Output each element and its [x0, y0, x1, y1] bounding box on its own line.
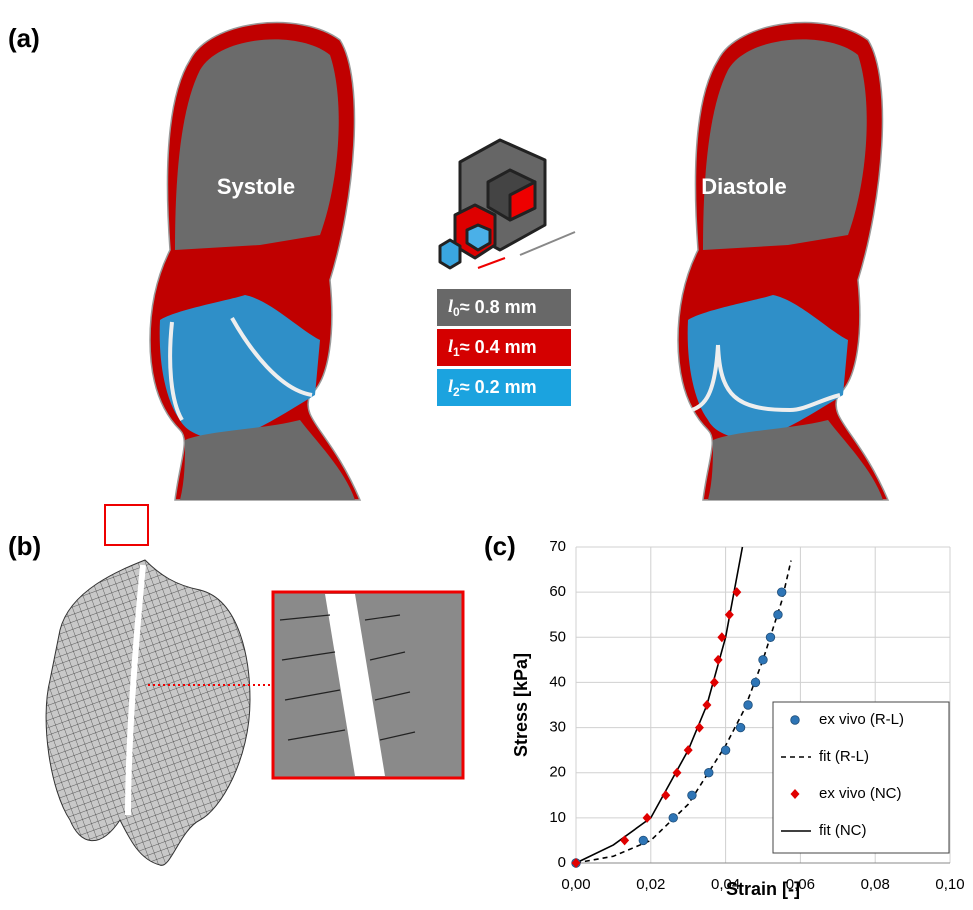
y-tick-label: 30: [549, 719, 566, 736]
panel-b: (b): [8, 505, 463, 865]
scale-label: l0≈ 0.8 mm: [448, 296, 537, 319]
marker: [736, 723, 745, 732]
marker: [684, 745, 693, 755]
state-label: Diastole: [701, 174, 787, 199]
y-tick-label: 50: [549, 628, 566, 645]
marker: [714, 655, 723, 665]
marker: [639, 836, 648, 845]
leaflet-mesh: [46, 560, 250, 865]
panel-a: (a) Systole Diastole l0≈ 0.8 mm l1≈ 0.4 m…: [8, 23, 888, 500]
panel-label: (a): [8, 23, 40, 53]
marker: [777, 588, 786, 597]
y-tick-label: 60: [549, 583, 566, 600]
marker: [725, 610, 734, 620]
zoom-region: [105, 505, 148, 545]
scale-legend: l0≈ 0.8 mm l1≈ 0.4 mm l2≈ 0.2 mm: [437, 289, 571, 406]
legend-label: fit (R-L): [819, 748, 869, 765]
x-axis-label: Strain [-]: [726, 879, 800, 899]
marker: [759, 656, 768, 665]
marker: [791, 716, 800, 725]
systole-model: [150, 23, 360, 500]
marker: [704, 768, 713, 777]
scale-label: l2≈ 0.2 mm: [448, 376, 537, 399]
fit-line: [576, 547, 742, 863]
marker: [710, 677, 719, 687]
marker: [669, 814, 678, 823]
y-tick-label: 20: [549, 764, 566, 781]
x-tick-label: 0,10: [935, 876, 964, 893]
diastole-model: [678, 23, 888, 500]
size-text: ≈ 0.4 mm: [460, 337, 537, 357]
marker: [774, 610, 783, 619]
legend-label: ex vivo (R-L): [819, 711, 904, 728]
y-axis-label: Stress [kPa]: [511, 653, 531, 757]
legend: ex vivo (R-L) fit (R-L) ex vivo (NC) fit (N…: [773, 702, 949, 853]
x-tick-label: 0,02: [636, 876, 665, 893]
marker: [721, 746, 730, 755]
marker: [751, 678, 760, 687]
legend-label: fit (NC): [819, 822, 867, 839]
legend-label: ex vivo (NC): [819, 785, 902, 802]
marker: [744, 701, 753, 710]
size-text: ≈ 0.8 mm: [460, 297, 537, 317]
state-label: Systole: [217, 174, 295, 199]
scale-label: l1≈ 0.4 mm: [448, 336, 537, 359]
marker: [766, 633, 775, 642]
size-text: ≈ 0.2 mm: [460, 377, 537, 397]
marker: [572, 858, 581, 868]
y-tick-label: 40: [549, 673, 566, 690]
panel-label: (c): [484, 531, 516, 561]
y-tick-label: 10: [549, 809, 566, 826]
y-tick-label: 70: [549, 538, 566, 555]
x-tick-label: 0,00: [561, 876, 590, 893]
x-tick-label: 0,08: [861, 876, 890, 893]
marker: [661, 790, 670, 800]
figure: (a) Systole Diastole l0≈ 0.8 mm l1≈ 0.4 m…: [0, 0, 973, 905]
marker: [643, 813, 652, 823]
marker: [688, 791, 697, 800]
marker: [702, 700, 711, 710]
y-tick-label: 0: [558, 854, 566, 871]
marker: [620, 835, 629, 845]
panel-label: (b): [8, 531, 41, 561]
cube-icon: [440, 140, 575, 268]
